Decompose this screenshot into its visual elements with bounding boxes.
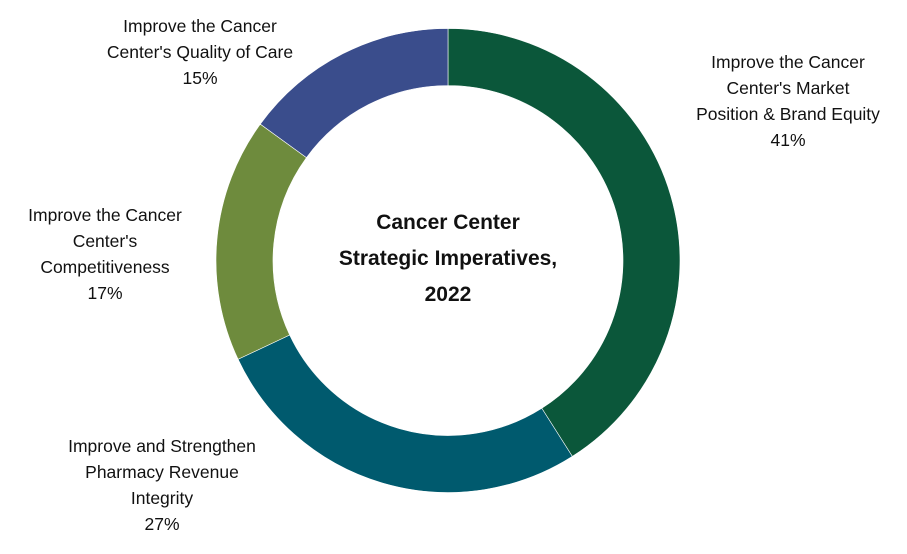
- label-text: Pharmacy Revenue: [85, 462, 239, 482]
- donut-slices: [215, 28, 681, 493]
- donut-slice: [215, 123, 307, 360]
- label-quality-of-care: Improve the Cancer Center's Quality of C…: [107, 13, 293, 91]
- chart-title-line-2: Strategic Imperatives,: [338, 247, 558, 270]
- label-text: Improve and Strengthen: [68, 436, 256, 456]
- chart-title-line-3: 2022: [424, 283, 472, 306]
- label-percent: 27%: [144, 514, 180, 534]
- label-text: Center's Market: [726, 78, 850, 98]
- label-text: Competitiveness: [40, 257, 170, 277]
- label-percent: 15%: [182, 68, 218, 88]
- label-text: Improve the Cancer: [28, 205, 182, 225]
- donut-slice: [447, 28, 681, 457]
- donut-slice: [259, 28, 449, 159]
- label-text: Improve the Cancer: [123, 16, 277, 36]
- label-competitiveness: Improve the Cancer Center's Competitiven…: [28, 202, 182, 306]
- label-percent: 41%: [770, 130, 806, 150]
- chart-title: Cancer Center Strategic Imperatives, 202…: [339, 205, 557, 313]
- label-text: Improve the Cancer: [711, 52, 865, 72]
- chart-title-line-1: Cancer Center: [376, 211, 520, 234]
- label-text: Center's Quality of Care: [106, 42, 294, 62]
- label-text: Integrity: [130, 488, 194, 508]
- label-pharmacy-revenue: Improve and Strengthen Pharmacy Revenue …: [68, 433, 256, 537]
- label-percent: 17%: [87, 283, 123, 303]
- label-market-position: Improve the Cancer Center's Market Posit…: [696, 49, 880, 153]
- donut-slice: [237, 334, 573, 493]
- label-text: Center's: [72, 231, 138, 251]
- label-text: Position & Brand Equity: [696, 104, 880, 124]
